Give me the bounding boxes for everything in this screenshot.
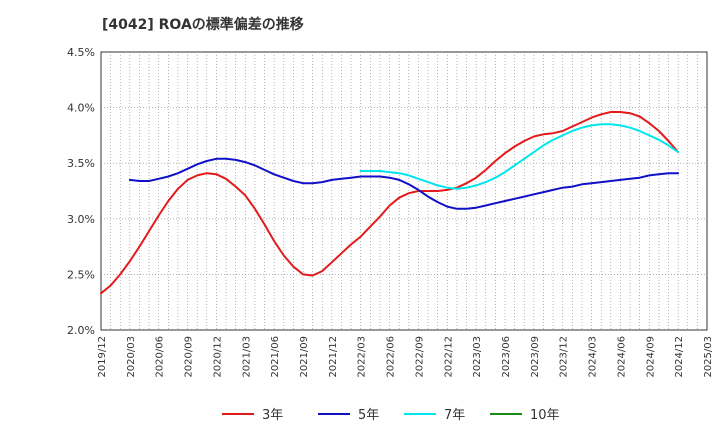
x-tick-label: 2024/03 [588, 336, 599, 378]
y-tick-label: 2.0% [67, 324, 95, 337]
x-tick-label: 2022/03 [357, 336, 368, 378]
x-tick-label: 2023/03 [472, 336, 483, 378]
x-tick-label: 2023/12 [559, 336, 570, 378]
y-tick-label: 4.0% [67, 102, 95, 115]
plot-area [100, 51, 708, 331]
x-tick-label: 2023/09 [530, 336, 541, 378]
x-tick-label: 2021/06 [270, 336, 281, 378]
legend-label: 3年 [262, 408, 283, 423]
x-tick-label: 2022/12 [443, 336, 454, 378]
x-tick-label: 2024/12 [674, 336, 685, 378]
series-line-7年 [359, 123, 680, 190]
x-tick-label: 2021/12 [328, 336, 339, 378]
x-tick-label: 2020/12 [212, 336, 223, 378]
legend-label: 10年 [530, 408, 560, 423]
x-tick-label: 2021/09 [299, 336, 310, 378]
x-axis-ticks: 2019/12 2020/03 2020/06 2020/09 2020/12 2021/… [97, 336, 714, 378]
legend: 3年 5年 7年 10年 [222, 408, 560, 423]
series-lines [100, 111, 680, 295]
y-tick-label: 3.0% [67, 213, 95, 226]
x-tick-label: 2024/09 [645, 336, 656, 378]
x-tick-label: 2024/06 [616, 336, 627, 378]
x-tick-label: 2020/06 [155, 336, 166, 378]
x-tick-label: 2023/06 [501, 336, 512, 378]
series-line-5年 [128, 157, 680, 210]
series-line-3年 [100, 111, 680, 295]
y-tick-label: 3.5% [67, 157, 95, 170]
y-tick-label: 4.5% [67, 46, 95, 59]
y-axis-ticks: 2.0% 2.5% 3.0% 3.5% 4.0% 4.5% [67, 46, 95, 337]
x-tick-label: 2020/03 [126, 336, 137, 378]
legend-label: 5年 [358, 408, 379, 423]
x-tick-label: 2020/09 [184, 336, 195, 378]
x-tick-label: 2019/12 [97, 336, 108, 378]
y-tick-label: 2.5% [67, 268, 95, 281]
x-tick-label: 2022/06 [386, 336, 397, 378]
x-tick-label: 2025/03 [703, 336, 714, 378]
x-tick-label: 2022/09 [414, 336, 425, 378]
chart-title: [4042] ROAの標準偏差の推移 [102, 17, 304, 33]
x-tick-label: 2021/03 [241, 336, 252, 378]
legend-label: 7年 [444, 408, 465, 423]
